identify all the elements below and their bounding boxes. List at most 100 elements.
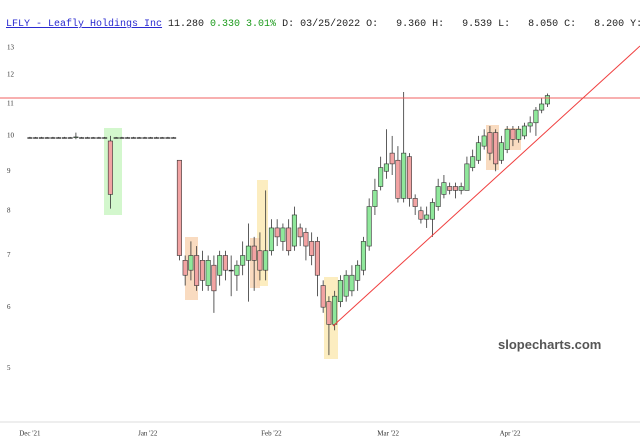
candle-body xyxy=(67,137,73,139)
candle-body xyxy=(96,137,102,139)
candle-body xyxy=(487,132,493,154)
candle-body xyxy=(470,156,476,168)
candle-body xyxy=(222,255,228,271)
candle-body xyxy=(441,182,447,195)
candle-body xyxy=(56,137,62,139)
candle-body xyxy=(297,227,303,238)
candle-body xyxy=(257,250,263,271)
symbol[interactable]: LFLY - Leafly Holdings Inc xyxy=(6,18,162,30)
candle-body xyxy=(383,163,389,172)
candle-body xyxy=(424,214,430,220)
candle-body xyxy=(395,159,401,199)
y-tick-label: 12 xyxy=(7,70,15,78)
candle-body xyxy=(199,260,205,281)
candles xyxy=(27,92,550,356)
candle-body xyxy=(79,137,85,139)
candle-body xyxy=(366,206,372,247)
candle-body xyxy=(435,186,441,207)
candle-body xyxy=(205,260,211,286)
header: LFLY - Leafly Holdings Inc 11.280 0.330 3.… xyxy=(6,18,640,30)
candle-body xyxy=(504,128,510,150)
candle-body xyxy=(228,269,234,272)
candle-body xyxy=(447,186,453,191)
candle-body xyxy=(136,137,142,139)
candle-body xyxy=(372,190,378,207)
candle-body xyxy=(130,137,136,139)
change: 0.330 3.01% xyxy=(210,19,276,30)
candle-body xyxy=(349,274,355,292)
y-tick-label: 13 xyxy=(7,44,15,52)
candle-body xyxy=(263,250,269,271)
candle-body xyxy=(332,295,338,325)
candle-body xyxy=(280,227,286,242)
candle-body xyxy=(458,186,464,191)
candle-body xyxy=(521,125,527,137)
candle-body xyxy=(291,214,297,247)
candle-body xyxy=(33,137,39,139)
candle-body xyxy=(142,137,148,139)
highlight xyxy=(250,238,260,288)
candle-body xyxy=(274,227,280,238)
candle-body xyxy=(510,128,516,140)
candle-body xyxy=(44,137,50,139)
x-tick-label: Dec '21 xyxy=(19,430,41,438)
candle-body xyxy=(251,245,257,261)
candle-body xyxy=(401,152,407,199)
highlight xyxy=(257,180,268,286)
candle-body xyxy=(309,241,315,256)
highlight xyxy=(104,128,122,215)
candle-body xyxy=(326,301,332,325)
candle-body xyxy=(148,137,154,139)
y-tick-label: 8 xyxy=(7,206,11,214)
candle-body xyxy=(245,245,251,261)
candle-body xyxy=(50,137,56,139)
candle-body xyxy=(194,255,200,286)
candle-body xyxy=(418,210,424,220)
candle-body xyxy=(303,232,309,247)
candle-body xyxy=(539,103,545,111)
candle-body xyxy=(544,95,550,105)
y-tick-label: 11 xyxy=(7,100,14,108)
candle-body xyxy=(355,264,361,281)
candle-body xyxy=(481,135,487,147)
x-tick-label: Apr '22 xyxy=(500,430,521,438)
candle-body xyxy=(125,137,131,139)
candle-body xyxy=(498,142,504,161)
candle-body xyxy=(159,137,165,139)
candle-body xyxy=(475,142,481,161)
candle-body xyxy=(464,163,470,191)
candle-body xyxy=(389,152,395,165)
candle-body xyxy=(107,140,113,195)
candle-body xyxy=(38,137,44,139)
candle-body xyxy=(314,241,320,276)
candle-body xyxy=(27,137,33,139)
candle-body xyxy=(171,137,177,139)
candle-body xyxy=(240,255,246,266)
y-tick-label: 7 xyxy=(7,251,11,259)
candle-body xyxy=(268,227,274,252)
candle-body xyxy=(516,128,522,140)
candle-body xyxy=(533,109,539,124)
candle-body xyxy=(90,137,96,139)
candle-body xyxy=(61,137,67,139)
trend-line xyxy=(332,45,640,327)
candle-body xyxy=(165,137,171,139)
candle-body xyxy=(73,136,79,139)
y-tick-label: 6 xyxy=(7,303,11,311)
candle-body xyxy=(102,137,108,139)
y-tick-label: 5 xyxy=(7,364,11,372)
candle-body xyxy=(211,264,217,292)
candle-body xyxy=(286,227,292,252)
candle-body xyxy=(429,202,435,220)
candle-body xyxy=(406,156,412,199)
candle-body xyxy=(378,167,384,187)
candle-body xyxy=(234,264,240,276)
y-tick-label: 10 xyxy=(7,132,15,140)
ohlc: D: 03/25/2022 O: 9.360 H: 9.539 L: 8.050… xyxy=(282,18,640,30)
candle-body xyxy=(153,137,159,139)
x-tick-label: Jan '22 xyxy=(138,430,158,438)
candle-body xyxy=(320,285,326,308)
candle-body xyxy=(176,159,182,256)
